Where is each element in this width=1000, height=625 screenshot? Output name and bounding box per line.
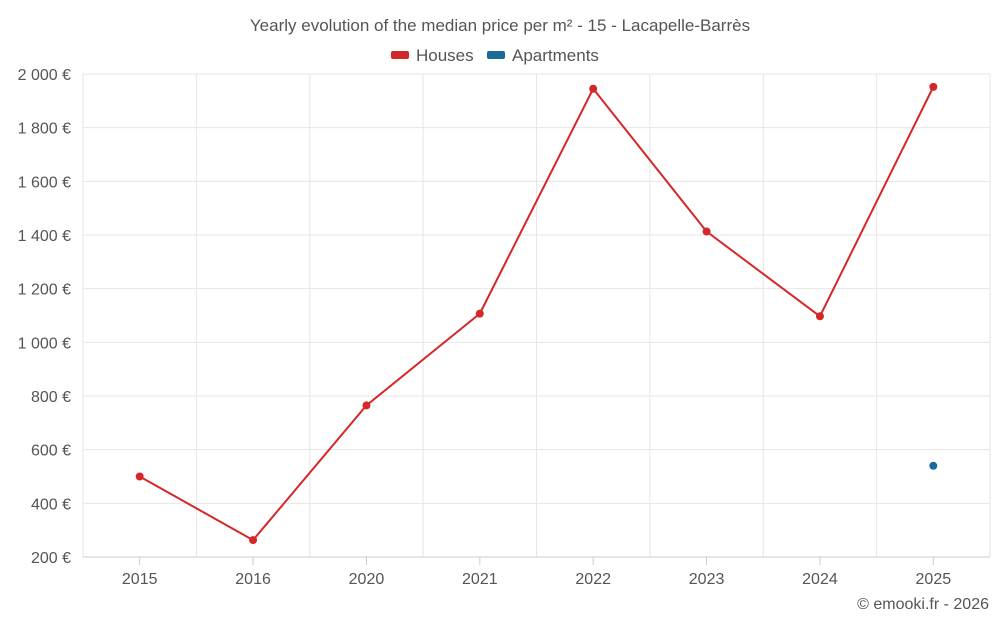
data-point-houses[interactable] — [475, 309, 484, 318]
data-point-houses[interactable] — [702, 227, 711, 236]
legend: Houses Apartments — [391, 46, 599, 65]
legend-swatch-apartments — [487, 51, 505, 59]
y-axis: 200 € 400 € 600 € 800 € 1 000 € 1 200 € 1 400 … — [18, 67, 71, 567]
data-point-houses[interactable] — [135, 472, 144, 481]
x-tick-label: 2024 — [802, 571, 838, 588]
legend-label-apartments: Apartments — [512, 46, 599, 65]
data-point-houses[interactable] — [929, 82, 938, 91]
grid — [82, 73, 991, 557]
y-tick-label: 200 € — [31, 550, 71, 567]
credit-text: © emooki.fr - 2026 — [857, 596, 989, 613]
x-tick-label: 2023 — [689, 571, 725, 588]
data-point-houses[interactable] — [249, 536, 258, 545]
y-tick-label: 800 € — [31, 389, 71, 406]
y-tick-label: 1 800 € — [18, 121, 71, 138]
legend-item-apartments[interactable]: Apartments — [487, 46, 599, 65]
y-tick-label: 1 200 € — [18, 282, 71, 299]
y-tick-label: 1 600 € — [18, 174, 71, 191]
x-tick-label: 2022 — [575, 571, 611, 588]
series-line-houses — [139, 86, 935, 542]
y-tick-label: 600 € — [31, 443, 71, 460]
data-point-houses[interactable] — [589, 84, 598, 93]
data-point-apartments[interactable] — [929, 461, 938, 470]
y-tick-label: 1 000 € — [18, 335, 71, 352]
x-tick-label: 2020 — [349, 571, 385, 588]
x-tick-label: 2021 — [462, 571, 498, 588]
legend-item-houses[interactable]: Houses — [391, 46, 474, 65]
y-tick-label: 400 € — [31, 496, 71, 513]
x-tick-label: 2016 — [235, 571, 271, 588]
data-point-houses[interactable] — [815, 312, 824, 321]
plot-area — [135, 82, 938, 545]
legend-swatch-houses — [391, 51, 409, 59]
legend-label-houses: Houses — [416, 46, 474, 65]
x-axis: 2015 2016 2020 2021 2022 2023 2024 2025 — [83, 556, 990, 588]
x-tick-label: 2025 — [916, 571, 952, 588]
x-tick-label: 2015 — [122, 571, 158, 588]
data-point-houses[interactable] — [362, 401, 371, 410]
y-tick-label: 2 000 € — [18, 67, 71, 84]
y-tick-label: 1 400 € — [18, 228, 71, 245]
chart-title: Yearly evolution of the median price per… — [250, 16, 750, 35]
